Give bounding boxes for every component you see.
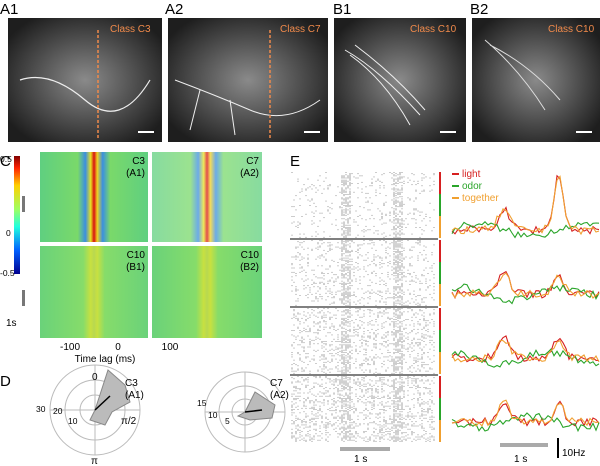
polar-name: C3 bbox=[125, 378, 138, 389]
spikes bbox=[291, 308, 435, 374]
x-axis-label: Time lag (ms) bbox=[75, 354, 136, 365]
ring-label: 10 bbox=[208, 410, 218, 420]
mean-vector bbox=[94, 395, 111, 411]
neuron bbox=[174, 79, 321, 136]
scale-label: 1 s bbox=[514, 454, 527, 465]
image-b2 bbox=[472, 18, 600, 142]
spikes bbox=[291, 376, 435, 442]
condition-bar bbox=[439, 172, 441, 194]
condition-bar bbox=[439, 398, 441, 420]
heatmap-labels: C3(A1) C7(A2) C10(B1) C10(B2) bbox=[126, 156, 259, 273]
legend-entry: odor bbox=[462, 181, 483, 192]
ring-label: 30 bbox=[36, 404, 46, 414]
condition-bar bbox=[439, 420, 441, 442]
panel-d: D 0 π/2 π 30 20 10 C3 (A1) 15 10 5 C7 (A… bbox=[0, 364, 289, 466]
rate-trace bbox=[451, 175, 600, 236]
ring-label: 5 bbox=[225, 416, 230, 426]
condition-bar bbox=[439, 284, 441, 306]
time-scale bbox=[22, 196, 25, 212]
legend-entry: light bbox=[462, 169, 481, 180]
condition-bar bbox=[439, 240, 441, 262]
image-a2 bbox=[168, 18, 328, 142]
map-label: (A2) bbox=[240, 168, 259, 179]
spikes bbox=[291, 240, 435, 306]
polar-wedges bbox=[89, 369, 131, 426]
condition-bar bbox=[439, 262, 441, 284]
polar-name: C7 bbox=[270, 378, 283, 389]
class-label: Class C10 bbox=[410, 24, 457, 35]
map-label: (A1) bbox=[126, 168, 145, 179]
image-a1 bbox=[8, 18, 162, 142]
rate-trace bbox=[451, 339, 600, 363]
mean-vector bbox=[244, 409, 263, 413]
polar-name: (A2) bbox=[270, 390, 289, 401]
heatmap bbox=[152, 152, 262, 242]
rate-trace bbox=[451, 283, 600, 305]
raster bbox=[290, 172, 441, 442]
angle-label: π/2 bbox=[121, 416, 137, 427]
colorbar-tick: -0.5 bbox=[0, 268, 15, 278]
neuron bbox=[344, 44, 426, 126]
panel-e: E light odor together 1 s 1 s 10Hz bbox=[290, 153, 600, 465]
condition-bar bbox=[439, 308, 441, 330]
scale-label: 1s bbox=[6, 318, 17, 329]
colorbar-tick: 0 bbox=[6, 228, 11, 238]
class-label: Class C7 bbox=[280, 24, 321, 35]
heatmap bbox=[40, 246, 148, 338]
x-tick-label: -100 bbox=[60, 342, 80, 353]
x-tick-label: 100 bbox=[162, 342, 179, 353]
legend-entry: together bbox=[462, 193, 499, 204]
panel-label: D bbox=[0, 373, 11, 390]
map-label: (B2) bbox=[240, 262, 259, 273]
polar-name: (A1) bbox=[125, 390, 144, 401]
heatmap bbox=[40, 152, 148, 242]
map-label: C10 bbox=[127, 250, 146, 261]
panel-label: B2 bbox=[470, 1, 488, 18]
x-tick-label: 0 bbox=[115, 342, 121, 353]
panel-label: B1 bbox=[333, 1, 351, 18]
rate-traces bbox=[451, 174, 600, 433]
angle-label: 0 bbox=[92, 372, 98, 383]
heatmap bbox=[152, 246, 262, 338]
map-label: C10 bbox=[241, 250, 260, 261]
image-b1 bbox=[334, 18, 466, 142]
scale-bar bbox=[500, 443, 548, 447]
ring-label: 15 bbox=[197, 398, 207, 408]
time-scale bbox=[22, 290, 25, 306]
micrographs: A1 A2 B1 B2 Class C3 Class C7 Class C10 … bbox=[0, 1, 600, 142]
polar-wedges bbox=[236, 391, 276, 421]
panel-label: A2 bbox=[165, 1, 183, 18]
panel-c: C 0.5 0 -0.5 1s C3(A1) C7(A2) C10(B1) C1… bbox=[0, 152, 262, 365]
ring-label: 10 bbox=[68, 416, 78, 426]
panel-label: C bbox=[0, 153, 11, 170]
class-label: Class C10 bbox=[548, 24, 595, 35]
scale-label: 10Hz bbox=[562, 448, 585, 459]
neuron bbox=[484, 39, 561, 111]
map-label: C7 bbox=[246, 156, 259, 167]
condition-bar bbox=[439, 330, 441, 352]
condition-bar bbox=[439, 194, 441, 216]
panel-label: A1 bbox=[0, 1, 18, 18]
class-label: Class C3 bbox=[110, 24, 151, 35]
condition-bar bbox=[439, 216, 441, 238]
map-label: (B1) bbox=[126, 262, 145, 273]
condition-bar bbox=[439, 376, 441, 398]
rate-trace bbox=[451, 272, 600, 299]
rate-trace bbox=[451, 399, 600, 427]
angle-label: π bbox=[91, 456, 98, 466]
panel-label: E bbox=[290, 153, 300, 170]
scale-bar bbox=[340, 447, 390, 451]
scale-label: 1 s bbox=[354, 454, 367, 465]
colorbar-tick: 0.5 bbox=[0, 154, 12, 164]
map-label: C3 bbox=[132, 156, 145, 167]
colorbar bbox=[14, 156, 20, 274]
neuron bbox=[19, 76, 151, 112]
condition-bar bbox=[439, 352, 441, 374]
rate-trace bbox=[451, 400, 600, 427]
spikes bbox=[291, 172, 435, 238]
ring-label: 20 bbox=[53, 406, 63, 416]
